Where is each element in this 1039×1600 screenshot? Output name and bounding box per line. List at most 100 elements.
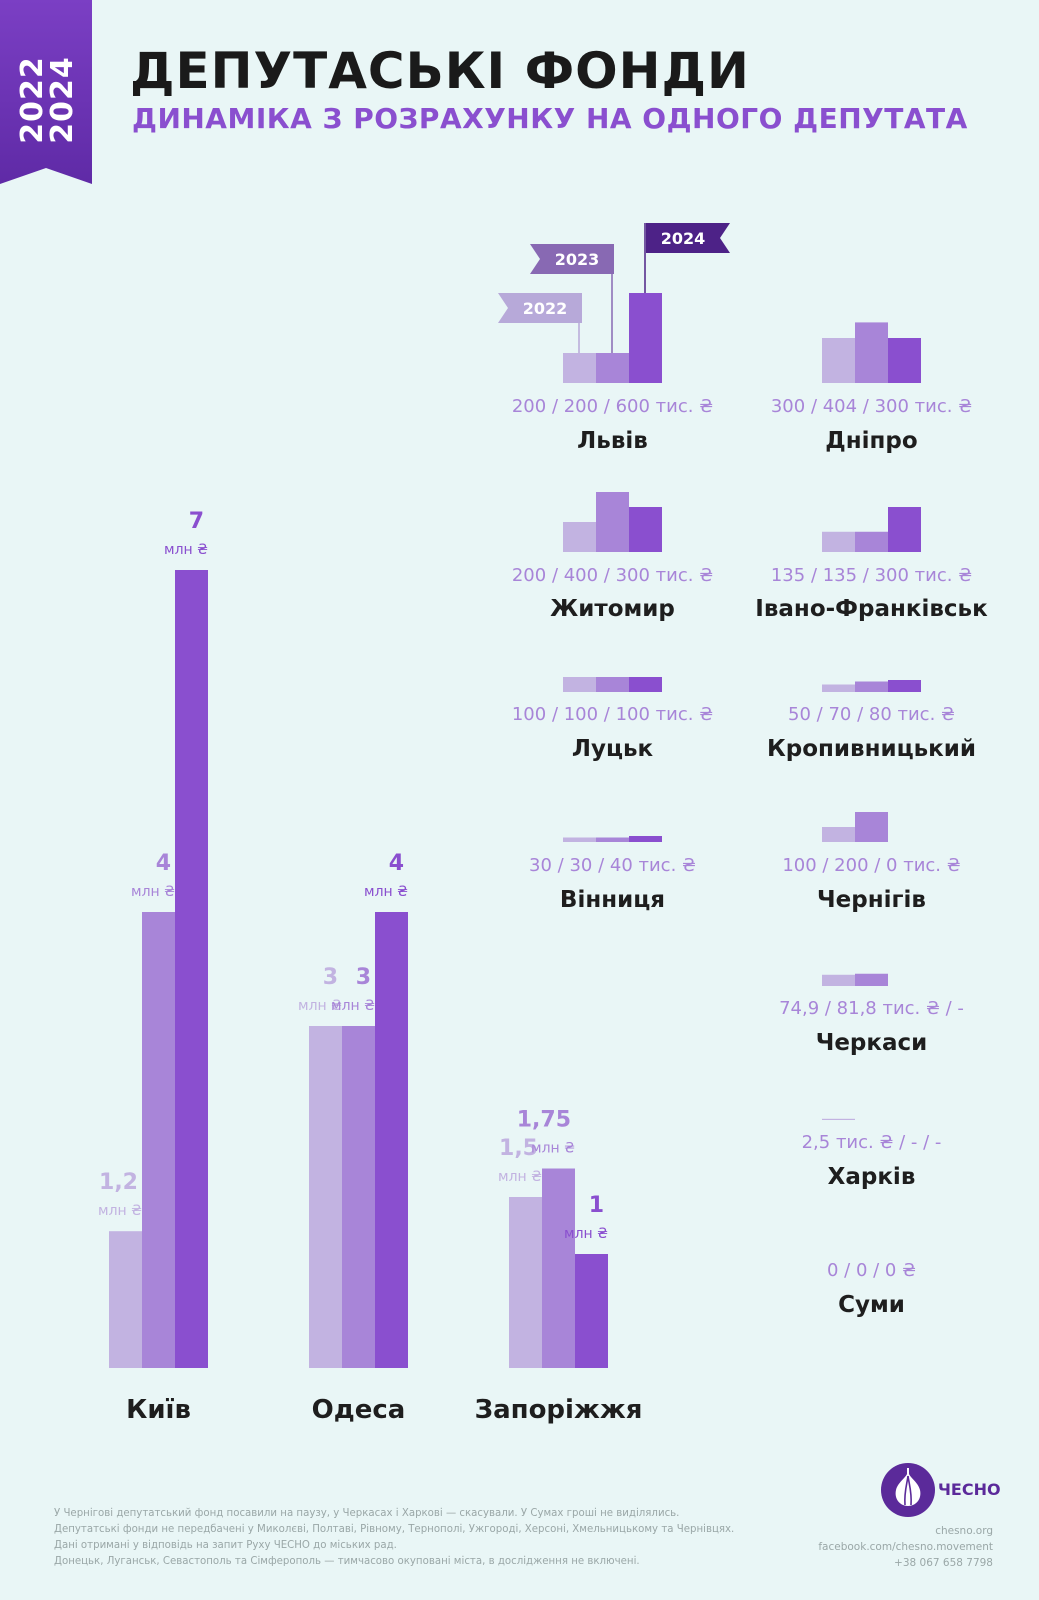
bar-unit-label: млн ₴ bbox=[498, 1169, 542, 1185]
footnotes: У Чернігові депутатський фонд посавили н… bbox=[54, 1506, 814, 1570]
city-name: Луцьк bbox=[572, 736, 654, 762]
city-values-caption: 200 / 200 / 600 тис. ₴ bbox=[512, 396, 713, 417]
city-name: Кропивницький bbox=[767, 736, 976, 762]
bar-value-label: 3 bbox=[323, 965, 338, 990]
bar-2022 bbox=[509, 1197, 542, 1368]
bar-2022 bbox=[309, 1026, 342, 1368]
small-bar-2024 bbox=[888, 338, 921, 383]
bar-2023 bbox=[342, 1026, 375, 1368]
garlic-icon bbox=[881, 1463, 935, 1517]
legend-year-label: 2023 bbox=[555, 250, 600, 269]
city-name: Житомир bbox=[550, 596, 675, 622]
facebook-link[interactable]: facebook.com/chesno.movement bbox=[818, 1541, 993, 1553]
small-bar-2022 bbox=[822, 1118, 855, 1120]
page-title: ДЕПУТАСЬКІ ФОНДИ bbox=[130, 42, 750, 100]
bar-value-label: 3 bbox=[356, 965, 371, 990]
small-bar-2022 bbox=[822, 974, 855, 986]
small-bar-2023 bbox=[855, 973, 888, 986]
small-bar-2023 bbox=[855, 812, 888, 842]
city-values-caption: 200 / 400 / 300 тис. ₴ bbox=[512, 565, 713, 586]
bar-value-label: 1,2 bbox=[99, 1170, 138, 1195]
footnote: Депутатські фонди не передбачені у Микол… bbox=[54, 1524, 735, 1535]
city-name: Запоріжжя bbox=[475, 1395, 643, 1425]
small-bar-2023 bbox=[855, 531, 888, 552]
small-bar-2023 bbox=[855, 322, 888, 383]
bar-value-label: 4 bbox=[156, 851, 171, 876]
small-bar-2023 bbox=[855, 681, 888, 692]
bar-value-label: 1,75 bbox=[517, 1108, 571, 1133]
city-name: Суми bbox=[838, 1292, 905, 1318]
small-bar-2024 bbox=[888, 680, 921, 692]
legend-flag-2023 bbox=[530, 244, 614, 274]
legend-year-label: 2022 bbox=[523, 299, 568, 318]
small-bar-2022 bbox=[563, 353, 596, 383]
city-values-caption: 74,9 / 81,8 тис. ₴ / - bbox=[779, 998, 964, 1019]
footnote: Дані отримані у відповідь на запит Руху … bbox=[54, 1540, 397, 1551]
site-link[interactable]: chesno.org bbox=[935, 1525, 993, 1537]
footnote: Донецьк, Луганськ, Севастополь та Сімфер… bbox=[54, 1556, 640, 1567]
bar-value-label: 4 bbox=[389, 851, 404, 876]
bar-unit-label: млн ₴ bbox=[298, 998, 342, 1014]
bar-2023 bbox=[142, 912, 175, 1368]
city-values-caption: 50 / 70 / 80 тис. ₴ bbox=[788, 704, 955, 725]
bar-value-label: 1,5 bbox=[499, 1136, 538, 1161]
city-values-caption: 0 / 0 / 0 ₴ bbox=[827, 1260, 916, 1281]
bar-2022 bbox=[109, 1231, 142, 1368]
city-name: Чернігів bbox=[817, 887, 926, 913]
city-values-caption: 300 / 404 / 300 тис. ₴ bbox=[771, 396, 972, 417]
small-bar-2024 bbox=[888, 507, 921, 552]
bar-unit-label: млн ₴ bbox=[364, 884, 408, 900]
small-bar-2023 bbox=[596, 353, 629, 383]
small-bar-2022 bbox=[822, 827, 855, 842]
brand-name: ЧЕСНО bbox=[938, 1480, 1001, 1499]
city-name: Дніпро bbox=[825, 428, 917, 454]
page-subtitle: ДИНАМІКА З РОЗРАХУНКУ НА ОДНОГО ДЕПУТАТА bbox=[132, 102, 968, 135]
small-bar-2024 bbox=[629, 293, 662, 383]
bar-2023 bbox=[542, 1168, 575, 1368]
small-bar-2022 bbox=[563, 837, 596, 842]
city-name: Київ bbox=[126, 1395, 191, 1425]
small-bar-2024 bbox=[629, 677, 662, 692]
small-bar-2022 bbox=[822, 338, 855, 383]
city-name: Одеса bbox=[312, 1395, 406, 1425]
city-values-caption: 2,5 тис. ₴ / - / - bbox=[802, 1132, 942, 1153]
footnote: У Чернігові депутатський фонд посавили н… bbox=[54, 1508, 680, 1519]
small-bar-2023 bbox=[596, 677, 629, 692]
city-values-caption: 135 / 135 / 300 тис. ₴ bbox=[771, 565, 972, 586]
city-name: Харків bbox=[828, 1164, 916, 1190]
bar-2024 bbox=[375, 912, 408, 1368]
brand-logo: ЧЕСНО bbox=[880, 1462, 1001, 1518]
bar-2024 bbox=[575, 1254, 608, 1368]
legend-flag-2022 bbox=[498, 293, 582, 323]
city-name: Черкаси bbox=[816, 1030, 928, 1056]
small-bar-2022 bbox=[563, 522, 596, 552]
bar-value-label: 1 bbox=[589, 1193, 604, 1218]
bar-unit-label: млн ₴ bbox=[331, 998, 375, 1014]
bar-unit-label: млн ₴ bbox=[131, 884, 175, 900]
city-values-caption: 100 / 200 / 0 тис. ₴ bbox=[782, 855, 960, 876]
legend-flag-2024 bbox=[646, 223, 730, 253]
small-bar-2022 bbox=[563, 677, 596, 692]
bar-unit-label: млн ₴ bbox=[531, 1141, 575, 1157]
bar-unit-label: млн ₴ bbox=[164, 542, 208, 558]
city-name: Вінниця bbox=[560, 887, 665, 913]
phone-number: +38 067 658 7798 bbox=[894, 1557, 993, 1569]
city-name: Івано-Франківськ bbox=[755, 596, 988, 622]
city-values-caption: 100 / 100 / 100 тис. ₴ bbox=[512, 704, 713, 725]
bar-value-label: 7 bbox=[189, 509, 204, 534]
small-bar-2024 bbox=[629, 836, 662, 842]
small-bar-2024 bbox=[629, 507, 662, 552]
small-bar-2023 bbox=[596, 837, 629, 842]
small-bar-2022 bbox=[822, 684, 855, 692]
year-ribbon: 2022 2024 bbox=[0, 0, 92, 184]
small-bar-2022 bbox=[822, 531, 855, 552]
city-values-caption: 30 / 30 / 40 тис. ₴ bbox=[529, 855, 696, 876]
bar-2024 bbox=[175, 570, 208, 1368]
bar-unit-label: млн ₴ bbox=[98, 1203, 142, 1219]
legend-year-label: 2024 bbox=[661, 229, 706, 248]
city-name: Львів bbox=[577, 428, 648, 454]
contacts: chesno.org facebook.com/chesno.movement … bbox=[818, 1523, 993, 1571]
bar-unit-label: млн ₴ bbox=[564, 1226, 608, 1242]
small-bar-2023 bbox=[596, 492, 629, 552]
